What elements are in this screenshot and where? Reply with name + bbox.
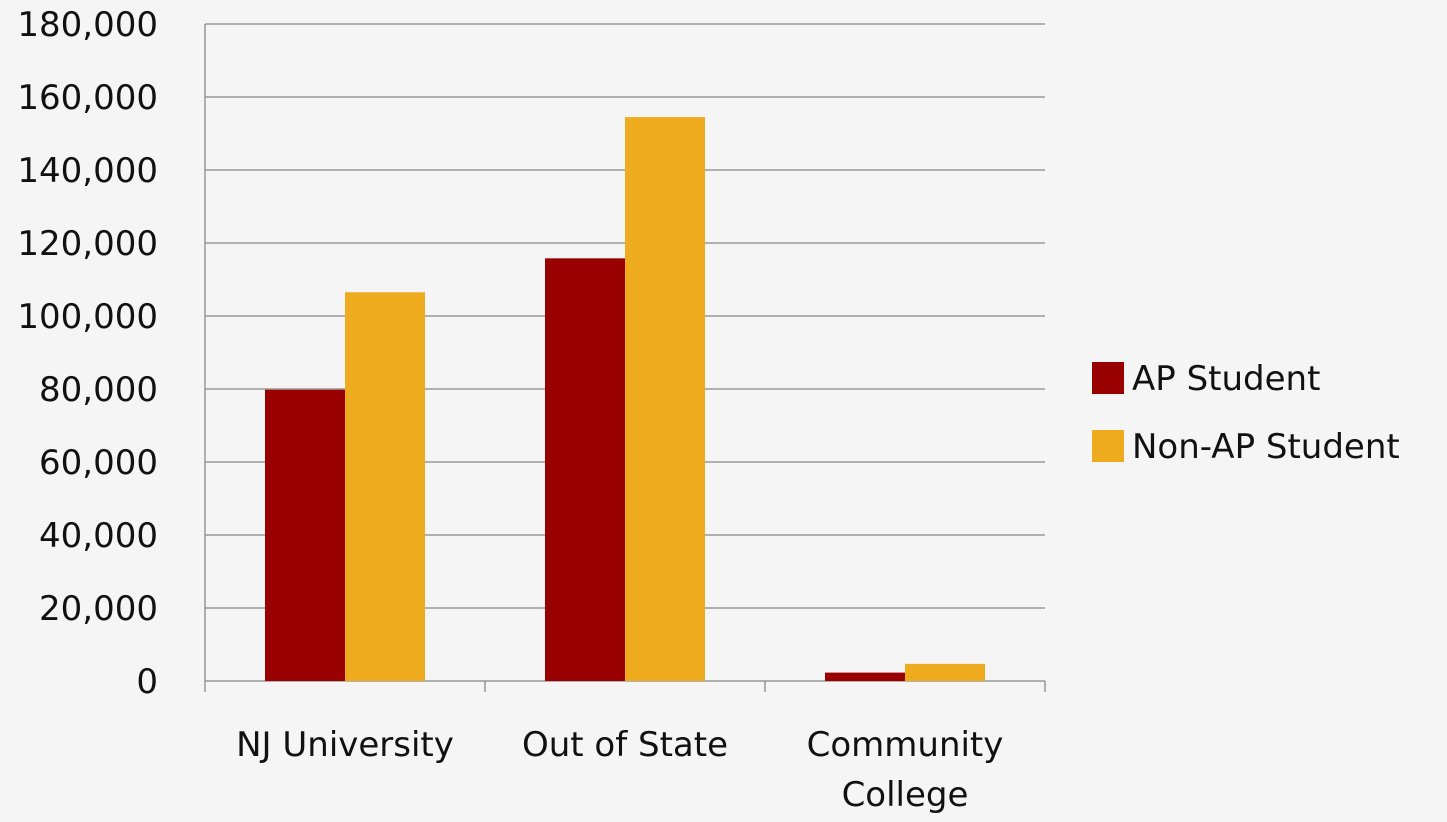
bar-non-ap-student <box>905 663 985 681</box>
y-tick-label: 40,000 <box>39 516 158 556</box>
legend-swatch <box>1092 362 1124 394</box>
x-axis-tick-labels: NJ University Out of State Community Colleg… <box>236 725 1003 815</box>
x-tick-label: Community <box>807 725 1004 765</box>
legend-label: Non-AP Student <box>1132 427 1400 467</box>
x-tick-label: NJ University <box>236 725 454 765</box>
x-tick-label: College <box>842 775 969 815</box>
y-tick-label: 80,000 <box>39 370 158 410</box>
y-tick-label: 100,000 <box>17 297 158 337</box>
y-tick-label: 60,000 <box>39 443 158 483</box>
legend-swatch <box>1092 430 1124 462</box>
bar-ap-student <box>265 389 345 681</box>
x-tick-label: Out of State <box>522 725 728 765</box>
y-tick-label: 0 <box>136 662 158 702</box>
bar-non-ap-student <box>625 117 705 681</box>
y-tick-label: 160,000 <box>17 78 158 118</box>
bar-ap-student <box>825 672 905 681</box>
y-tick-label: 20,000 <box>39 589 158 629</box>
bar-ap-student <box>545 258 625 681</box>
bars <box>265 117 985 681</box>
y-axis-tick-labels: 0 20,000 40,000 60,000 80,000 100,000 120,000 1… <box>17 5 158 702</box>
bar-non-ap-student <box>345 292 425 681</box>
legend-label: AP Student <box>1132 359 1320 399</box>
legend: AP Student Non-AP Student <box>1092 359 1400 467</box>
y-tick-label: 120,000 <box>17 224 158 264</box>
y-tick-label: 180,000 <box>17 5 158 45</box>
y-tick-label: 140,000 <box>17 151 158 191</box>
